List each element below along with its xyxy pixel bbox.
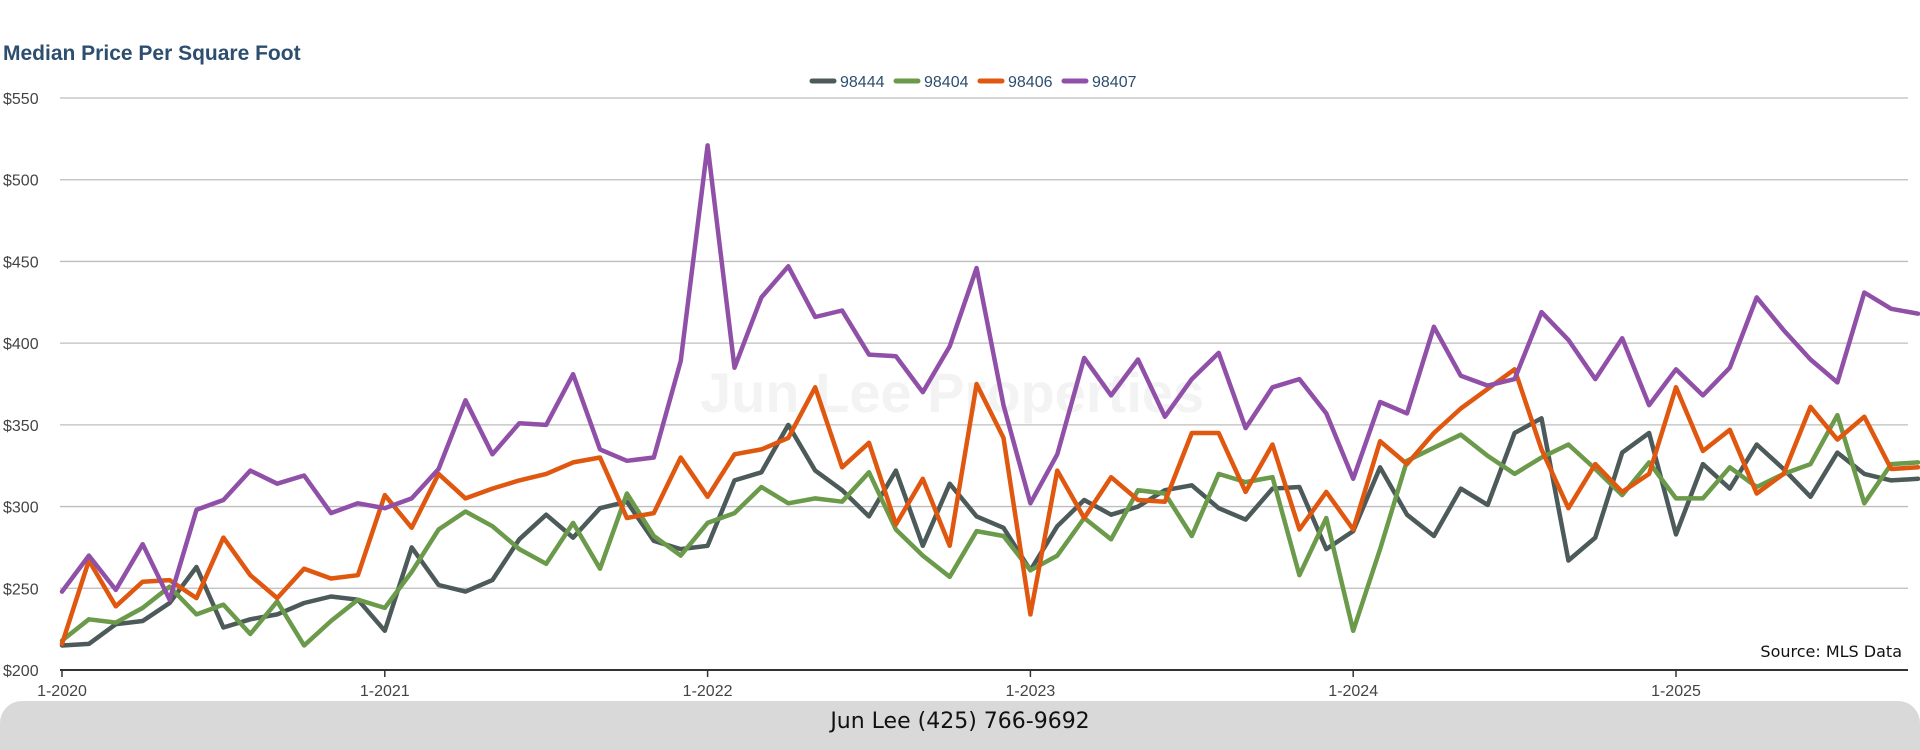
- line-chart: $200 $250 $300 $350 $400 $450 $500 $550 1-2020 1-…: [3, 74, 1920, 700]
- footer-contact: Jun Lee (425) 766-9692: [830, 709, 1090, 734]
- series-line-98407: [59, 143, 1920, 602]
- x-tick-label: 1-2023: [1005, 683, 1055, 700]
- y-tick-label: $350: [3, 418, 39, 435]
- series-line-98406: [59, 367, 1920, 647]
- source-note: Source: MLS Data: [1760, 642, 1902, 661]
- y-tick-label: $550: [3, 91, 39, 108]
- y-tick-label: $400: [3, 336, 39, 353]
- y-tick-label: $300: [3, 500, 39, 517]
- legend-label-98407: 98407: [1092, 74, 1137, 91]
- series-line-98444: [59, 416, 1920, 648]
- y-tick-label: $250: [3, 581, 39, 598]
- series-line-98404: [59, 412, 1920, 648]
- footer-bar: Jun Lee (425) 766-9692: [0, 701, 1920, 750]
- y-tick-label: $200: [3, 663, 39, 680]
- x-tick-label: 1-2025: [1651, 683, 1701, 700]
- chart-title: Median Price Per Square Foot: [3, 42, 301, 65]
- watermark-text: Jun Lee Properties: [700, 361, 1205, 424]
- x-tick-label: 1-2020: [37, 683, 87, 700]
- x-tick-label: 1-2021: [360, 683, 410, 700]
- x-tick-label: 1-2022: [683, 683, 733, 700]
- legend-label-98404: 98404: [924, 74, 969, 91]
- legend-label-98444: 98444: [840, 74, 885, 91]
- x-tick-label: 1-2024: [1328, 683, 1378, 700]
- y-tick-label: $500: [3, 173, 39, 190]
- legend-label-98406: 98406: [1008, 74, 1053, 91]
- y-tick-label: $450: [3, 254, 39, 271]
